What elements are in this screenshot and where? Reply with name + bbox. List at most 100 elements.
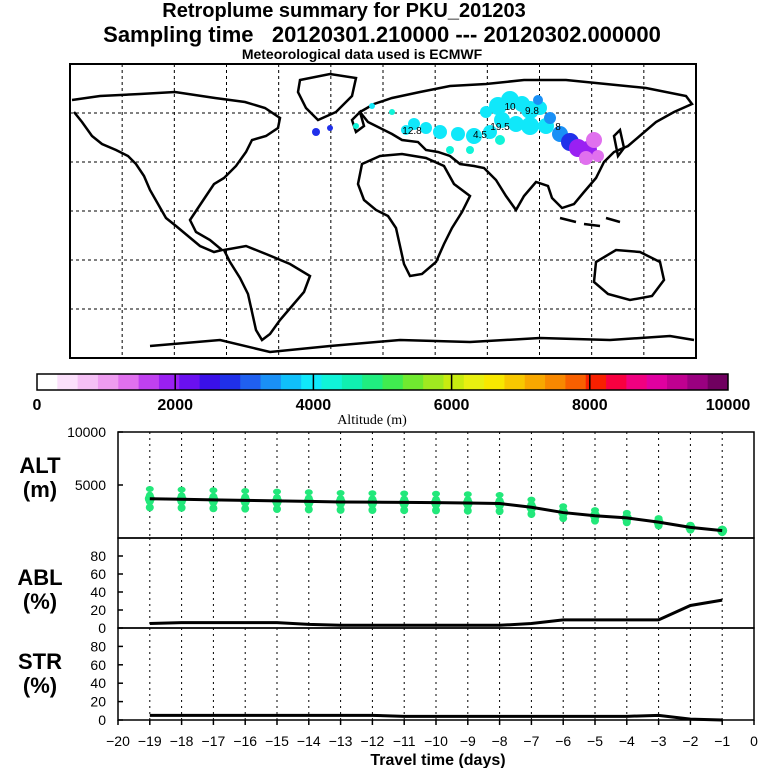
colorbar-swatch — [545, 374, 566, 390]
colorbar-tick-label: 0 — [33, 397, 42, 414]
coast-indonesia — [559, 216, 621, 228]
y-tick-label: 20 — [90, 694, 106, 710]
colorbar-title: Altitude (m) — [337, 413, 407, 428]
alt-point — [209, 504, 218, 513]
altitude-colorbar — [36, 373, 729, 391]
y-tick-label: 20 — [90, 602, 106, 618]
x-tick-label: −17 — [202, 733, 226, 749]
plume-marker — [433, 125, 447, 139]
x-tick-label: −12 — [361, 733, 385, 749]
colorbar-tick-label: 8000 — [572, 397, 608, 414]
colorbar-swatch — [524, 374, 546, 390]
plume-label: 8 — [555, 122, 561, 133]
x-tick-label: −4 — [619, 733, 635, 749]
plume-marker — [521, 117, 539, 135]
coast-australia — [592, 248, 666, 302]
alt-point — [209, 487, 218, 494]
colorbar-swatch — [301, 374, 323, 390]
y-tick-label: 10000 — [67, 424, 106, 440]
plume-marker — [544, 112, 556, 124]
plume-marker — [401, 125, 411, 135]
colorbar-swatch — [219, 374, 241, 390]
coast-japan — [612, 127, 626, 159]
colorbar-tick-label: 6000 — [434, 397, 470, 414]
alt-point — [495, 507, 504, 516]
alt-point — [177, 486, 186, 493]
colorbar-tick-labels: 0 2000 4000 6000 8000 10000 — [33, 374, 750, 414]
plume-label: 9.8 — [525, 106, 539, 117]
colorbar-tick-label: 4000 — [296, 397, 332, 414]
str-line — [149, 713, 723, 722]
alt-point — [400, 506, 409, 515]
colorbar-swatch — [199, 374, 221, 390]
abl-label-text: ABL (%) — [17, 565, 63, 614]
x-tick-label: −9 — [460, 733, 476, 749]
colorbar-swatch — [463, 374, 485, 390]
str-axis-label: STR (%) — [10, 650, 70, 698]
world-map: 10 9.8 12.8 19.54.5 8 — [69, 63, 697, 359]
plume-marker — [494, 112, 510, 128]
sampling-time: Sampling time 20120301.210000 --- 201203… — [103, 22, 661, 47]
colorbar-swatch — [240, 374, 262, 390]
y-tick-label: 5000 — [75, 477, 106, 493]
coast-south-america — [222, 244, 312, 342]
x-tick-label: −11 — [393, 733, 416, 749]
x-tick-label: −14 — [297, 733, 321, 749]
coast-greenland — [296, 72, 358, 122]
x-tick-label: 0 — [750, 733, 758, 749]
coast-africa — [356, 152, 472, 278]
plume-marker — [586, 132, 602, 148]
colorbar-swatch — [443, 374, 465, 390]
colorbar-tick-label: 2000 — [157, 397, 193, 414]
alt-point — [145, 485, 154, 492]
alt-point — [368, 490, 377, 497]
alt-point — [463, 491, 472, 498]
coast-eurasia — [358, 78, 694, 213]
colorbar-swatch — [585, 374, 607, 390]
alt-point — [400, 490, 409, 497]
colorbar-swatch — [179, 374, 201, 390]
colorbar-swatch — [606, 374, 627, 390]
colorbar-swatch — [484, 374, 505, 390]
met-data-note: Meteorological data used is ECMWF — [241, 46, 483, 62]
x-tick-label: −6 — [555, 733, 571, 749]
alt-point — [368, 506, 377, 515]
colorbar-swatch — [362, 374, 383, 390]
alt-point — [527, 510, 536, 519]
y-tick-label: 80 — [90, 638, 106, 654]
plume-marker — [466, 146, 474, 154]
x-axis-title: Travel time (days) — [370, 752, 505, 768]
x-tick-label: −1 — [714, 733, 730, 749]
alt-point — [527, 496, 536, 503]
colorbar-swatch — [321, 374, 343, 390]
alt-point — [273, 505, 281, 514]
coast-north-america — [71, 90, 282, 254]
plume-marker — [408, 118, 420, 130]
colorbar-frame — [36, 373, 729, 391]
x-tick-label: −15 — [265, 733, 289, 749]
x-tick-label: −3 — [651, 733, 667, 749]
plume-marker — [483, 125, 497, 139]
str-panel: 80 60 40 20 0 — [90, 627, 755, 728]
abl-panel: 80 60 40 20 0 — [90, 537, 755, 636]
alt-point — [495, 491, 504, 498]
y-tick-label: 60 — [90, 657, 106, 673]
colorbar-swatch — [37, 374, 58, 390]
plume-marker — [353, 123, 359, 129]
colorbar-swatch — [158, 374, 180, 390]
plume-marker — [592, 150, 604, 162]
plume-marker — [508, 116, 524, 132]
coastlines — [71, 72, 695, 354]
plume-label: 19.5 — [490, 122, 510, 133]
y-tick-label: 60 — [90, 566, 106, 582]
x-tick-label: −19 — [138, 733, 162, 749]
colorbar-swatch — [504, 374, 526, 390]
plume-marker — [312, 128, 320, 136]
colorbar-swatch — [382, 374, 404, 390]
abl-line — [149, 598, 723, 627]
plume-marker — [327, 125, 333, 131]
colorbar-swatch — [57, 374, 79, 390]
coast-antarctica — [149, 334, 695, 354]
x-tick-label: −7 — [523, 733, 539, 749]
